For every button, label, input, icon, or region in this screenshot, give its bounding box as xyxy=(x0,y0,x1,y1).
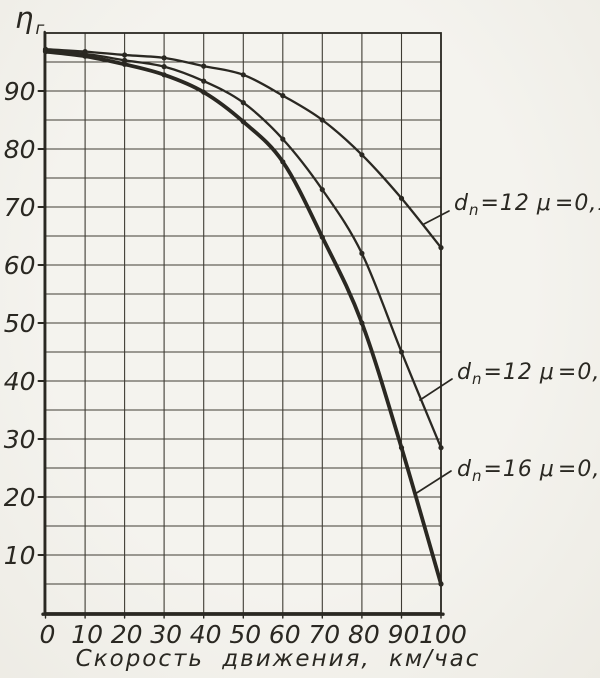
y-tick-label: 10 xyxy=(4,541,36,570)
curve-label-diameter-value: =16 xyxy=(483,457,533,482)
x-tick-label: 20 xyxy=(111,620,143,649)
data-point-marker xyxy=(438,245,444,251)
data-point-marker xyxy=(438,581,444,587)
curve-label-variable: d xyxy=(454,191,469,216)
curve-label-diameter-value: =12 xyxy=(480,191,530,216)
y-tick-label: 90 xyxy=(4,77,36,106)
x-tick-label: 30 xyxy=(150,620,182,649)
mu-symbol: μ xyxy=(536,191,552,216)
data-point-marker xyxy=(82,53,88,59)
curve-label-mu-value: =0,1 xyxy=(554,191,600,216)
data-point-marker xyxy=(240,119,246,125)
data-point-marker xyxy=(122,57,128,63)
y-tick-label: 20 xyxy=(4,483,36,512)
data-point-marker xyxy=(122,52,128,58)
y-axis-label: ηг xyxy=(15,1,45,39)
data-point-marker xyxy=(161,72,167,78)
eta-symbol: η xyxy=(15,1,35,35)
data-point-marker xyxy=(398,349,405,355)
data-point-marker xyxy=(359,152,365,158)
data-point-marker xyxy=(201,89,207,95)
data-point-marker xyxy=(359,250,365,256)
data-point-marker xyxy=(201,78,207,84)
curve-label-leader-line xyxy=(419,378,453,401)
curve-d12-mu02 xyxy=(44,49,443,449)
x-tick-label: 70 xyxy=(308,620,340,649)
data-point-marker xyxy=(161,55,167,61)
curve-label-subscript: n xyxy=(471,370,483,388)
data-point-marker xyxy=(42,49,49,55)
y-tick-label: 50 xyxy=(4,309,36,338)
y-tick-label: 70 xyxy=(4,193,36,222)
curve-label-d12-mu01: dn=12μ=0,1 xyxy=(454,191,600,219)
x-tick-label: 0 xyxy=(40,620,56,649)
data-point-marker xyxy=(319,234,325,240)
curve-label-variable: d xyxy=(457,360,472,385)
mu-symbol: μ xyxy=(539,360,555,385)
y-tick-label: 30 xyxy=(4,425,36,454)
data-point-marker xyxy=(161,64,167,70)
data-point-marker xyxy=(240,100,246,106)
data-point-marker xyxy=(398,195,405,201)
x-axis-title: Скорость движения, км/час xyxy=(75,646,481,672)
x-tick-label: 50 xyxy=(229,620,261,649)
y-tick-label: 40 xyxy=(4,367,36,396)
data-point-marker xyxy=(398,445,405,451)
curve-label-leader-line xyxy=(423,210,450,225)
data-point-marker xyxy=(280,159,286,165)
curve-label-d16-mu02: dn=16μ=0,2 xyxy=(457,457,600,485)
x-tick-label: 90 xyxy=(388,620,420,649)
curve-label-diameter-value: =12 xyxy=(483,360,533,385)
curve-label-leader-line xyxy=(414,470,452,495)
x-tick-label: 60 xyxy=(269,620,301,649)
curve-label-d12-mu02: dn=12μ=0,2 xyxy=(457,360,600,388)
curve-label-variable: d xyxy=(457,457,472,482)
data-point-marker xyxy=(280,93,286,99)
x-tick-label: 10 xyxy=(71,620,103,649)
curve-label-mu-value: =0,2 xyxy=(557,457,600,482)
data-point-marker xyxy=(201,63,207,69)
y-tick-label: 80 xyxy=(4,135,36,164)
x-tick-label: 40 xyxy=(190,620,222,649)
data-point-marker xyxy=(438,445,444,451)
data-point-marker xyxy=(319,187,325,193)
data-point-marker xyxy=(240,72,246,78)
x-tick-label: 100 xyxy=(419,620,467,649)
eta-subscript: г xyxy=(35,19,46,39)
mu-symbol: μ xyxy=(539,457,555,482)
y-tick-label: 60 xyxy=(4,251,36,280)
data-point-marker xyxy=(280,136,286,142)
curve-label-subscript: n xyxy=(468,201,480,219)
data-point-marker xyxy=(122,61,128,67)
data-point-marker xyxy=(319,117,325,123)
x-tick-label: 80 xyxy=(348,620,380,649)
data-point-marker xyxy=(359,320,365,326)
curve-label-subscript: n xyxy=(471,467,483,485)
curve-label-mu-value: =0,2 xyxy=(557,360,600,385)
